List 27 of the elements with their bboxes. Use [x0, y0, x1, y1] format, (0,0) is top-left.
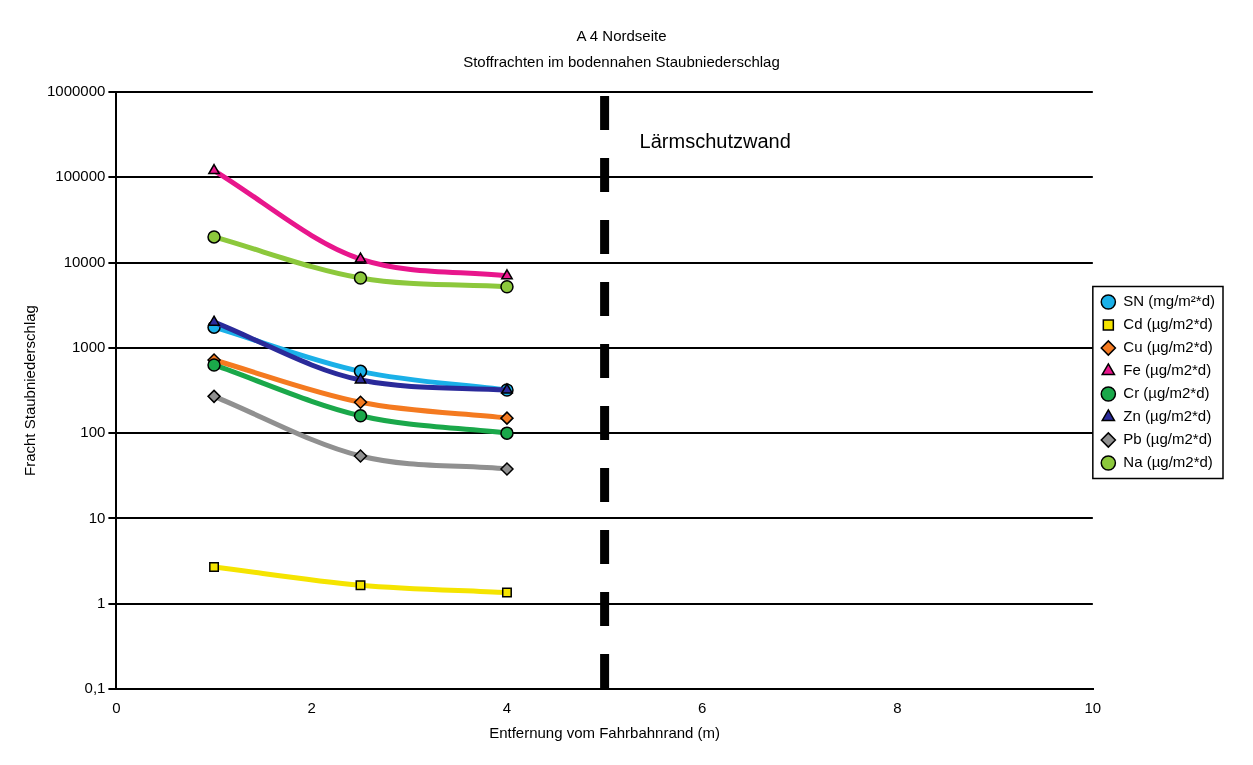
y-tick-label: 100: [80, 423, 106, 441]
legend-label: Cd (µg/m2*d): [1123, 315, 1213, 333]
legend-label: Pb (µg/m2*d): [1123, 430, 1213, 448]
x-axis-title: Entfernung vom Fahrbahnrand (m): [489, 724, 721, 742]
legend-label: SN (mg/m²*d): [1123, 292, 1215, 310]
y-tick-label: 100000: [55, 167, 106, 185]
x-tick-label: 10: [1084, 699, 1102, 717]
ref-line-label: Lärmschutzwand: [639, 129, 791, 152]
y-tick-label: 0,1: [84, 679, 106, 697]
y-axis-title: Fracht Staubniederschlag: [21, 305, 39, 476]
legend-label: Na (µg/m2*d): [1123, 453, 1213, 471]
x-tick-label: 4: [502, 699, 512, 717]
legend-label: Cr (µg/m2*d): [1123, 384, 1210, 402]
y-tick-label: 1000000: [46, 82, 106, 100]
legend-label: Cu (µg/m2*d): [1123, 338, 1213, 356]
legend-label: Fe (µg/m2*d): [1123, 361, 1212, 379]
x-tick-label: 2: [307, 699, 316, 717]
legend-label: Zn (µg/m2*d): [1123, 407, 1212, 425]
x-tick-label: 8: [893, 699, 902, 717]
chart-subtitle: Stoffrachten im bodennahen Staubniederschlag: [463, 53, 780, 71]
y-tick-label: 10: [88, 508, 106, 526]
y-tick-label: 1: [97, 593, 106, 611]
y-tick-label: 10000: [63, 252, 106, 270]
x-tick-label: 6: [698, 699, 707, 717]
chart-title: A 4 Nordseite: [576, 27, 667, 45]
x-tick-label: 0: [112, 699, 121, 717]
y-tick-label: 1000: [72, 338, 106, 355]
